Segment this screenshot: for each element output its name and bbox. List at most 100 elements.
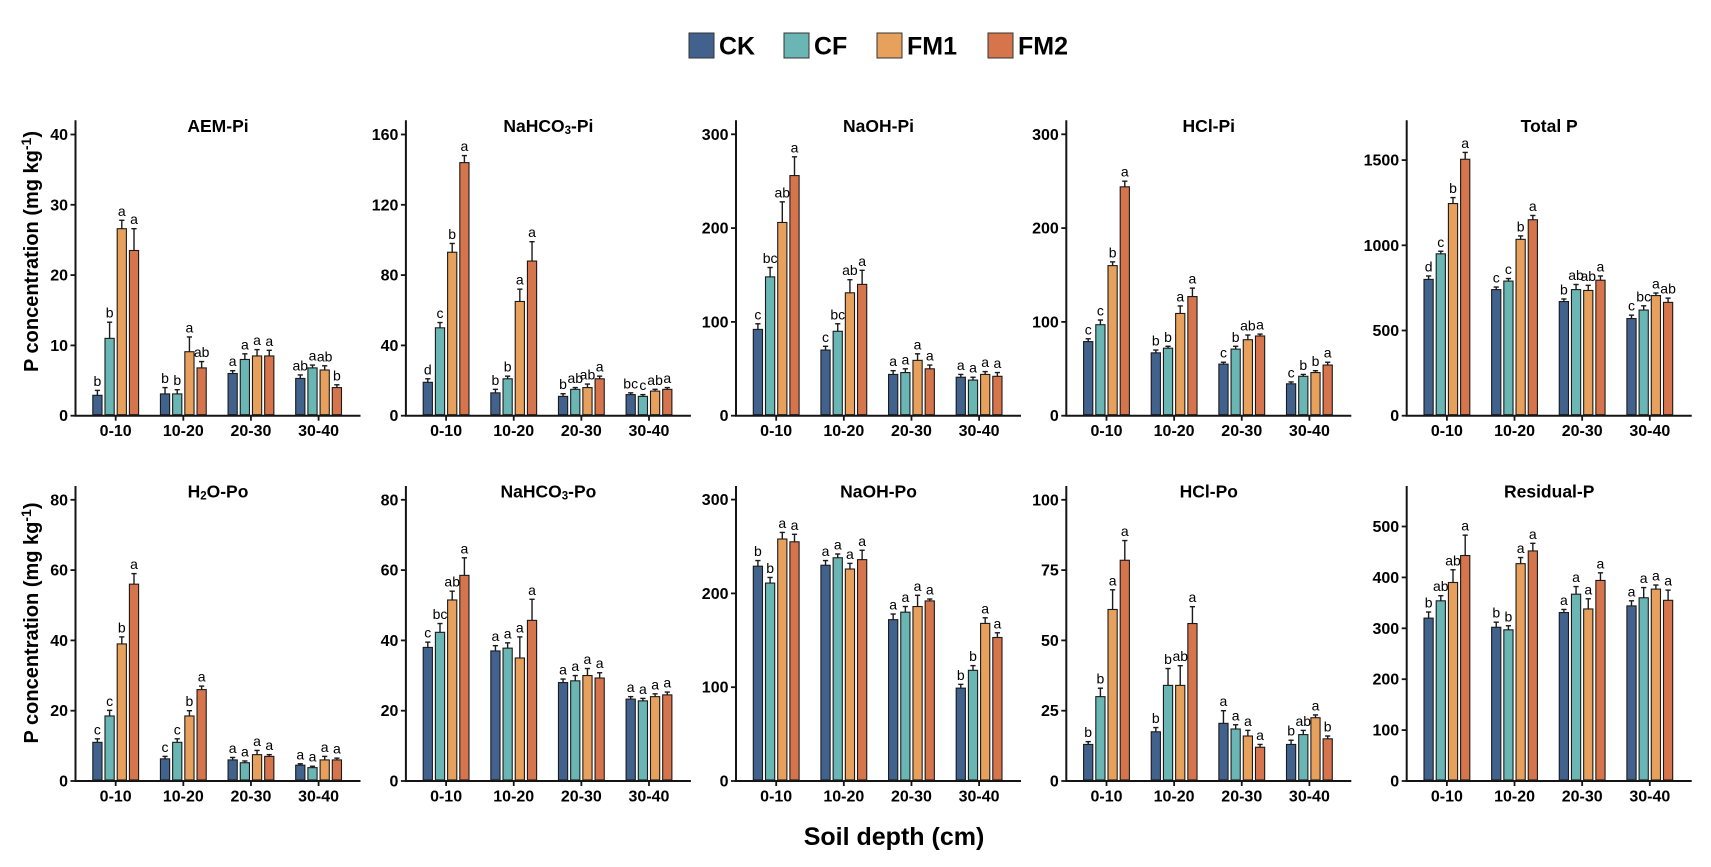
svg-text:100: 100 bbox=[702, 314, 729, 331]
svg-text:300: 300 bbox=[702, 492, 729, 509]
svg-text:b: b bbox=[1164, 329, 1172, 345]
svg-text:30-40: 30-40 bbox=[629, 788, 670, 805]
svg-text:10-20: 10-20 bbox=[1494, 423, 1535, 440]
svg-text:20-30: 20-30 bbox=[891, 788, 932, 805]
svg-text:30-40: 30-40 bbox=[298, 788, 339, 805]
svg-text:ab: ab bbox=[775, 184, 791, 200]
svg-text:a: a bbox=[1220, 693, 1228, 709]
svg-text:NaHCO3​-Pi: NaHCO3​-Pi bbox=[503, 116, 593, 137]
svg-text:0-10: 0-10 bbox=[1431, 423, 1463, 440]
svg-text:10-20: 10-20 bbox=[493, 423, 534, 440]
svg-text:0: 0 bbox=[720, 774, 729, 791]
svg-text:0-10: 0-10 bbox=[430, 423, 462, 440]
svg-text:b: b bbox=[1517, 218, 1525, 234]
svg-text:d: d bbox=[1425, 258, 1433, 274]
svg-text:b: b bbox=[1324, 719, 1332, 735]
svg-text:a: a bbox=[1461, 135, 1469, 151]
svg-text:a: a bbox=[461, 138, 469, 154]
svg-text:b: b bbox=[1299, 357, 1307, 373]
svg-text:a: a bbox=[791, 139, 799, 155]
svg-text:20-30: 20-30 bbox=[230, 423, 271, 440]
svg-text:bc: bc bbox=[1636, 288, 1651, 304]
svg-text:a: a bbox=[571, 658, 579, 674]
svg-text:20-30: 20-30 bbox=[1221, 788, 1262, 805]
svg-text:a: a bbox=[926, 582, 934, 598]
svg-text:ab: ab bbox=[567, 370, 583, 386]
svg-text:b: b bbox=[106, 305, 114, 321]
svg-text:30-40: 30-40 bbox=[959, 423, 1000, 440]
svg-text:bc: bc bbox=[830, 306, 845, 322]
svg-text:ab: ab bbox=[1580, 268, 1596, 284]
svg-text:c: c bbox=[424, 625, 431, 641]
svg-text:100: 100 bbox=[1032, 314, 1059, 331]
svg-text:a: a bbox=[981, 354, 989, 370]
svg-text:1500: 1500 bbox=[1364, 153, 1400, 170]
svg-text:a: a bbox=[1529, 198, 1537, 214]
svg-text:30-40: 30-40 bbox=[959, 788, 1000, 805]
svg-text:120: 120 bbox=[372, 197, 399, 214]
svg-text:0: 0 bbox=[1390, 408, 1399, 425]
svg-text:b: b bbox=[448, 226, 456, 242]
svg-text:a: a bbox=[516, 272, 524, 288]
svg-text:60: 60 bbox=[381, 563, 399, 580]
svg-text:a: a bbox=[1529, 526, 1537, 542]
svg-text:a: a bbox=[596, 359, 604, 375]
svg-text:a: a bbox=[253, 332, 261, 348]
svg-text:a: a bbox=[1176, 288, 1184, 304]
svg-text:ab: ab bbox=[444, 574, 460, 590]
svg-text:0-10: 0-10 bbox=[430, 788, 462, 805]
svg-text:c: c bbox=[1493, 270, 1500, 286]
svg-text:a: a bbox=[889, 353, 897, 369]
svg-text:b: b bbox=[1287, 723, 1295, 739]
svg-text:a: a bbox=[778, 515, 786, 531]
svg-text:a: a bbox=[1597, 555, 1605, 571]
svg-text:a: a bbox=[663, 675, 671, 691]
svg-text:a: a bbox=[1664, 573, 1672, 589]
svg-text:a: a bbox=[309, 348, 317, 364]
svg-text:b: b bbox=[1164, 651, 1172, 667]
svg-text:b: b bbox=[1097, 671, 1105, 687]
svg-text:AEM-Pi: AEM-Pi bbox=[187, 116, 248, 136]
svg-text:20-30: 20-30 bbox=[1221, 423, 1262, 440]
svg-text:a: a bbox=[1244, 713, 1252, 729]
svg-text:0-10: 0-10 bbox=[760, 423, 792, 440]
svg-text:10-20: 10-20 bbox=[163, 423, 204, 440]
svg-text:0: 0 bbox=[59, 408, 68, 425]
svg-text:c: c bbox=[754, 306, 761, 322]
svg-text:ab: ab bbox=[580, 367, 596, 383]
svg-text:40: 40 bbox=[381, 633, 399, 650]
svg-text:40: 40 bbox=[381, 338, 399, 355]
svg-text:10-20: 10-20 bbox=[823, 423, 864, 440]
svg-text:a: a bbox=[1256, 727, 1264, 743]
svg-text:a: a bbox=[901, 589, 909, 605]
svg-text:bc: bc bbox=[433, 606, 448, 622]
svg-text:c: c bbox=[639, 377, 646, 393]
svg-text:a: a bbox=[901, 351, 909, 367]
svg-text:a: a bbox=[1597, 258, 1605, 274]
svg-text:c: c bbox=[1505, 261, 1512, 277]
svg-text:0-10: 0-10 bbox=[100, 423, 132, 440]
svg-text:bc: bc bbox=[623, 375, 638, 391]
svg-text:a: a bbox=[1189, 589, 1197, 605]
svg-text:a: a bbox=[663, 370, 671, 386]
svg-text:a: a bbox=[858, 253, 866, 269]
svg-text:a: a bbox=[321, 739, 329, 755]
svg-text:FM2: FM2 bbox=[1018, 33, 1068, 61]
svg-text:a: a bbox=[651, 676, 659, 692]
svg-text:0-10: 0-10 bbox=[1090, 423, 1122, 440]
svg-text:b: b bbox=[173, 372, 181, 388]
svg-text:a: a bbox=[296, 746, 304, 762]
svg-text:a: a bbox=[1312, 697, 1320, 713]
svg-text:b: b bbox=[1312, 353, 1320, 369]
svg-text:a: a bbox=[1109, 572, 1117, 588]
svg-text:20: 20 bbox=[50, 703, 68, 720]
svg-text:ab: ab bbox=[317, 348, 333, 364]
svg-text:a: a bbox=[926, 348, 934, 364]
svg-text:ab: ab bbox=[1240, 318, 1256, 334]
svg-text:a: a bbox=[265, 333, 273, 349]
svg-text:40: 40 bbox=[50, 633, 68, 650]
svg-text:c: c bbox=[1288, 364, 1295, 380]
svg-text:0-10: 0-10 bbox=[760, 788, 792, 805]
svg-text:300: 300 bbox=[1372, 621, 1399, 638]
svg-text:c: c bbox=[822, 329, 829, 345]
